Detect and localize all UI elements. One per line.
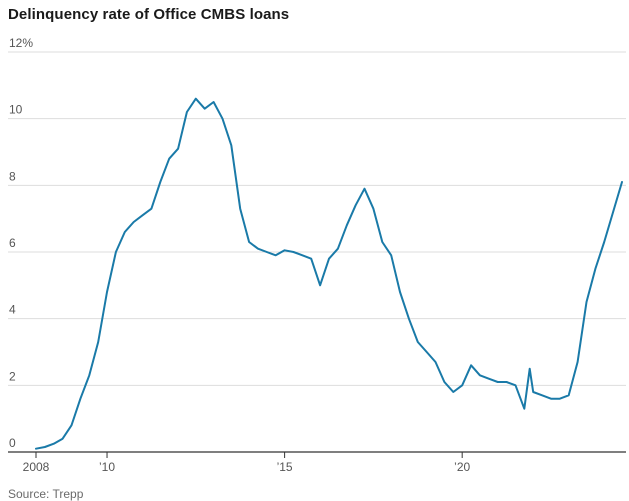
y-tick-label: 2	[9, 369, 16, 383]
x-tick-label: ’15	[277, 460, 293, 474]
x-tick-label: 2008	[23, 460, 50, 474]
x-tick-label: ’10	[99, 460, 115, 474]
y-tick-label: 8	[9, 169, 16, 183]
gridlines	[8, 51, 626, 453]
y-tick-label: 0	[9, 436, 16, 450]
x-axis-ticks: 2008 ’10 ’15 ’20	[23, 452, 471, 474]
y-tick-label: 4	[9, 303, 16, 317]
y-tick-label: 10	[9, 103, 23, 117]
y-tick-label: 6	[9, 236, 16, 250]
delinquency-rate-line	[35, 97, 623, 450]
source-note: Source: Trepp	[8, 487, 84, 501]
chart-title: Delinquency rate of Office CMBS loans	[8, 6, 290, 23]
x-tick-label: ’20	[454, 460, 470, 474]
y-tick-label: 12%	[9, 36, 33, 50]
y-axis-ticks: 12% 10 8 6 4 2 0	[9, 36, 33, 450]
